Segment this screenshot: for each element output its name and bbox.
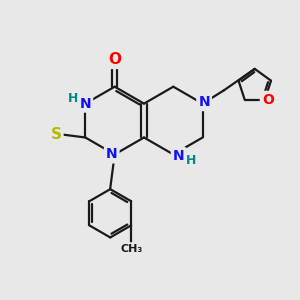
Text: H: H xyxy=(68,92,78,105)
Text: S: S xyxy=(50,127,62,142)
Text: N: N xyxy=(106,147,118,161)
Text: N: N xyxy=(173,149,184,163)
Text: H: H xyxy=(186,154,196,167)
Text: O: O xyxy=(108,52,121,67)
Text: N: N xyxy=(198,95,210,109)
Text: CH₃: CH₃ xyxy=(120,244,142,254)
Text: N: N xyxy=(80,97,91,111)
Text: O: O xyxy=(262,93,274,107)
